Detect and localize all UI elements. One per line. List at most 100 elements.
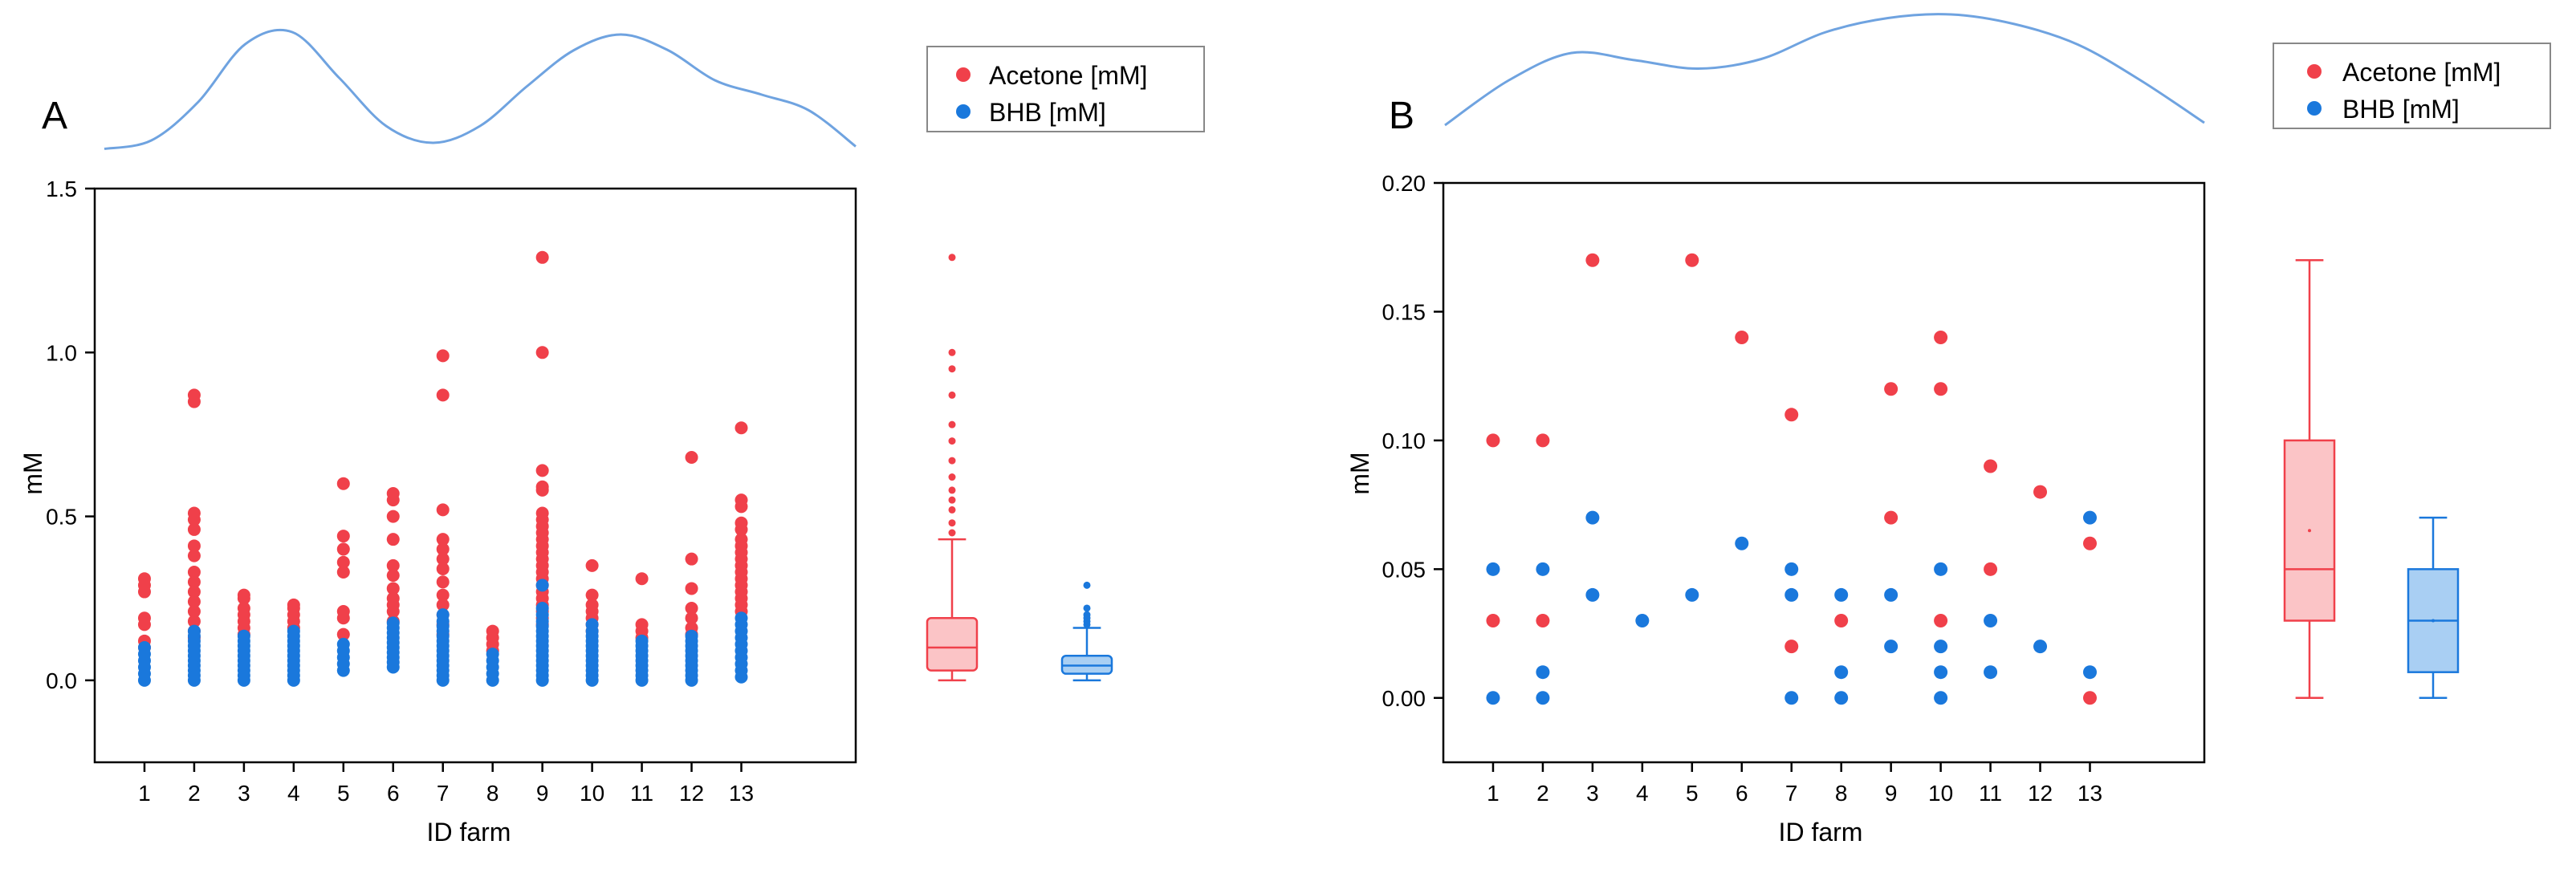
point-acetone [1685,253,1699,267]
legend-marker-acetone [956,67,971,82]
point-acetone [187,395,201,408]
x-tick-label: 8 [486,781,499,806]
x-tick-label: 4 [287,781,300,806]
legend-label-bhb: BHB [mM] [2342,95,2460,124]
point-acetone [336,627,350,641]
point-acetone [1486,433,1500,448]
point-acetone [386,493,400,507]
point-acetone [1934,331,1948,345]
point-bhb [1585,587,1600,602]
x-tick-label: 6 [387,781,400,806]
point-acetone [386,582,400,595]
outlier-point [948,506,956,514]
outlier-point [948,486,956,494]
point-bhb [1934,562,1948,576]
point-acetone [436,542,450,556]
x-tick-label: 10 [1928,781,1953,806]
point-acetone [1934,614,1948,628]
point-bhb [735,611,748,625]
point-bhb [1635,614,1650,628]
point-bhb [1486,562,1500,576]
point-acetone [237,591,250,605]
point-acetone [1536,433,1550,448]
marginal-density-curve [1444,13,2205,127]
point-acetone [535,346,549,359]
x-axis-label: ID farm [1779,818,1863,847]
point-acetone [685,611,698,625]
point-acetone [187,595,201,608]
point-acetone [535,483,549,497]
point-bhb [2033,640,2048,654]
point-acetone [187,513,201,526]
x-tick-label: 5 [337,781,350,806]
point-bhb [535,579,549,592]
point-bhb [1685,587,1699,602]
point-bhb [535,601,549,615]
x-tick-label: 2 [1536,781,1549,806]
point-bhb [287,624,300,638]
point-acetone [386,533,400,546]
point-bhb [1884,587,1898,602]
legend-marker-bhb [2307,101,2322,116]
x-tick-label: 12 [2028,781,2053,806]
y-axis: 0.00 0.05 0.10 0.15 0.20 [1382,171,1443,711]
point-acetone [336,555,350,569]
point-acetone [436,562,450,575]
point-bhb [685,629,698,643]
outlier-point [948,420,956,428]
point-bhb [585,618,599,631]
point-acetone [735,522,748,536]
x-tick-label: 13 [2077,781,2102,806]
legend-label-bhb: BHB [mM] [989,98,1106,127]
point-acetone [336,477,350,490]
point-bhb [436,608,450,622]
point-acetone [2082,536,2097,550]
point-bhb [2082,665,2097,680]
point-bhb [187,624,201,638]
point-bhb [1884,640,1898,654]
point-acetone [187,605,201,619]
scatter-points [1486,253,2097,705]
point-bhb [1784,587,1799,602]
point-acetone [336,566,350,579]
point-acetone [1536,614,1550,628]
x-tick-label: 12 [679,781,704,806]
point-acetone [436,598,450,611]
point-bhb [237,629,250,643]
outlier-point [948,496,956,504]
point-bhb [386,616,400,630]
outlier-point [1083,581,1091,589]
point-acetone [187,566,201,579]
point-acetone [1984,459,1998,473]
point-acetone [2033,485,2048,499]
point-acetone [535,464,549,477]
point-acetone [1884,382,1898,396]
point-bhb [1784,562,1799,576]
x-tick-label: 6 [1736,781,1748,806]
legend-marker-acetone [2307,64,2322,79]
point-acetone [635,572,649,586]
y-tick-label: 0.0 [46,668,77,693]
marginal-boxplots [926,254,1113,682]
x-tick-label: 11 [1979,781,2002,806]
point-acetone [386,558,400,572]
point-bhb [635,634,649,648]
point-bhb [1834,587,1849,602]
x-tick-label: 9 [1885,781,1898,806]
outlier-point [948,391,956,399]
panel-label: A [42,95,67,137]
point-bhb [1834,665,1849,680]
point-acetone [1884,510,1898,525]
point-acetone [436,588,450,602]
point-acetone [187,522,201,536]
point-acetone [1486,614,1500,628]
point-bhb [1486,691,1500,705]
marginal-density-curve [104,28,857,150]
x-tick-label: 7 [437,781,450,806]
point-acetone [187,549,201,562]
y-axis: 0.0 0.5 1.0 1.5 [46,177,95,693]
y-tick-label: 1.0 [46,340,77,365]
outlier-point [948,365,956,373]
point-acetone [685,451,698,465]
point-bhb [1735,536,1749,550]
